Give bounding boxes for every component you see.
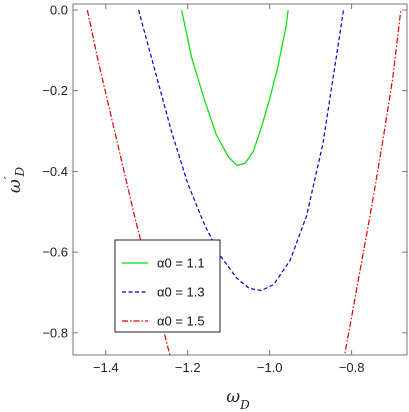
series-line-3 <box>343 9 402 355</box>
series-line-1 <box>137 9 345 292</box>
y-axis-label: ω′D <box>2 167 27 194</box>
legend-box <box>114 239 221 333</box>
legend-label: α0 = 1.3 <box>157 285 205 300</box>
ticks-layer: −1.4 −1.2 −1.0 −0.8 0.0 −0.2 −0.4 −0.6 −0.8 <box>42 3 407 375</box>
y-tick-label: −0.8 <box>42 325 68 340</box>
x-tick-label: −1.2 <box>175 360 201 375</box>
x-tick-label: −0.8 <box>339 360 365 375</box>
y-tick-label: −0.2 <box>42 83 68 98</box>
series-line-0 <box>181 9 289 166</box>
legend-items: α0 = 1.1 α0 = 1.3 α0 = 1.5 <box>122 256 205 329</box>
y-tick-label: 0.0 <box>50 3 68 18</box>
legend: α0 = 1.1 α0 = 1.3 α0 = 1.5 <box>114 239 221 333</box>
y-tick-label: −0.6 <box>42 245 68 260</box>
x-tick-label: −1.4 <box>93 360 119 375</box>
y-tick-label: −0.4 <box>42 164 68 179</box>
plot-frame <box>72 3 408 356</box>
x-axis-label: ωD <box>226 387 250 412</box>
legend-label: α0 = 1.5 <box>157 314 205 329</box>
x-tick-label: −1.0 <box>257 360 283 375</box>
legend-label: α0 = 1.1 <box>157 256 205 271</box>
